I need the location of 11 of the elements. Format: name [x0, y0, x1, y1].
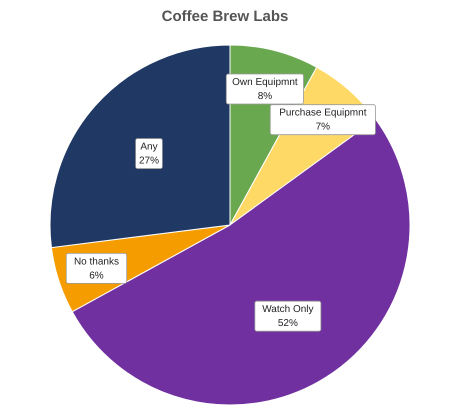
- slice-label: No thanks: [74, 256, 119, 268]
- data-label: 7%: [316, 122, 330, 133]
- data-label: 6%: [89, 270, 104, 282]
- slice-label: Any: [140, 142, 158, 153]
- chart-title: Coffee Brew Labs: [160, 8, 290, 27]
- slice-label: Own Equipmnt: [232, 77, 298, 88]
- slice-label: Purchase Equipmnt: [279, 108, 367, 119]
- slice-label: Watch Only: [262, 304, 314, 316]
- data-label: 27%: [138, 156, 160, 167]
- data-label: 52%: [278, 318, 298, 330]
- data-label: 8%: [258, 91, 272, 102]
